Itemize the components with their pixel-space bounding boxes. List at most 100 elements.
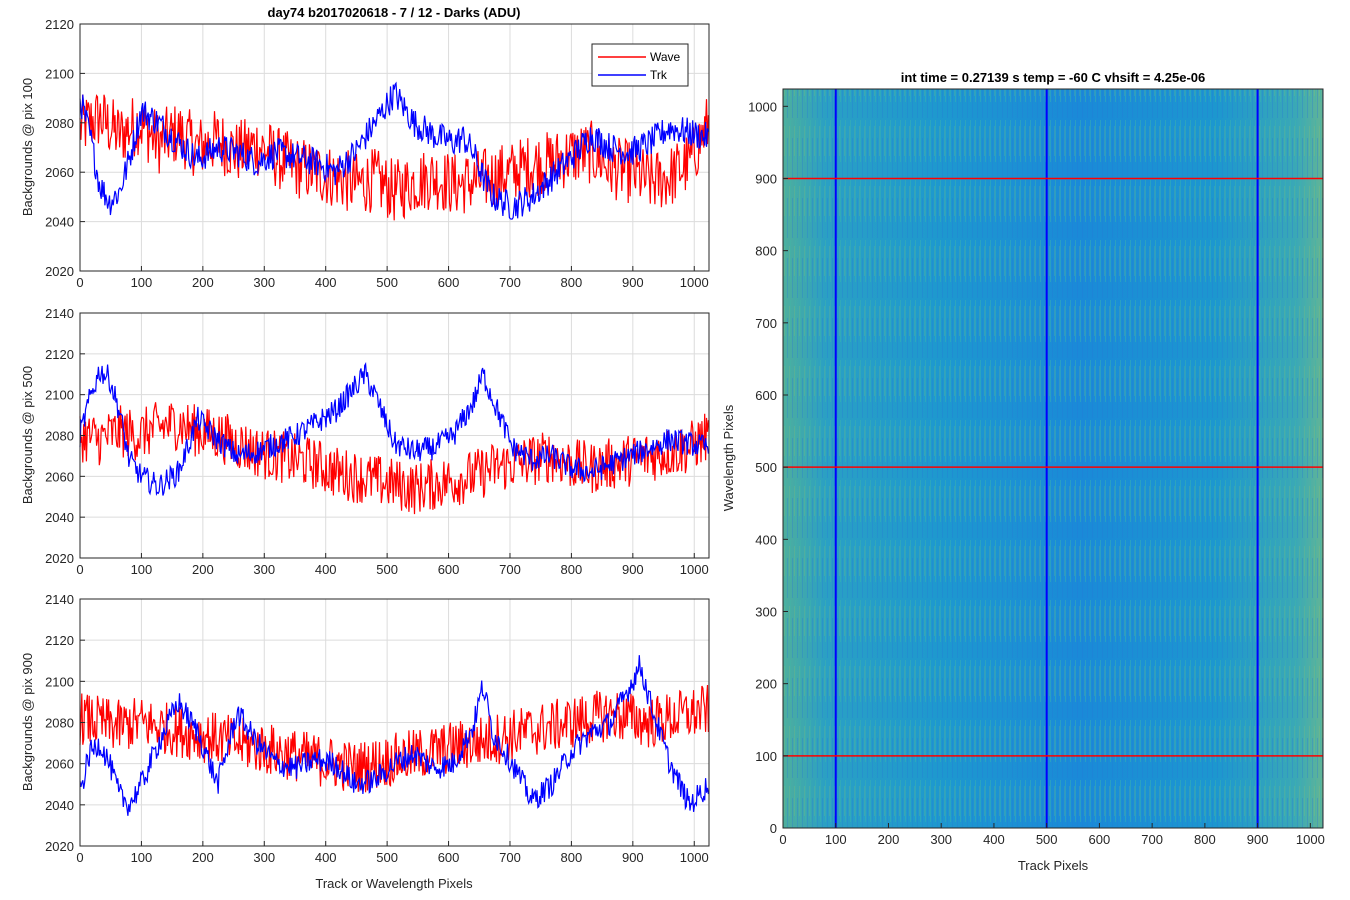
- y-tick-label: 2060: [45, 757, 74, 772]
- x-tick-label: 800: [561, 562, 583, 577]
- x-axis-label-3: Track or Wavelength Pixels: [315, 876, 473, 891]
- x-tick-label: 500: [376, 562, 398, 577]
- x-tick-label: 1000: [680, 562, 709, 577]
- heatmap-y-tick-label: 500: [755, 460, 777, 475]
- y-tick-label: 2140: [45, 306, 74, 321]
- heatmap-y-tick-label: 800: [755, 244, 777, 259]
- heatmap-y-tick-label: 100: [755, 749, 777, 764]
- heatmap-y-axis-label: Wavelength Pixels: [721, 404, 736, 511]
- y-tick-label: 2080: [45, 116, 74, 131]
- series-group-2: [79, 361, 709, 515]
- y-tick-label: 2040: [45, 215, 74, 230]
- x-tick-label: 900: [622, 562, 644, 577]
- series-line-trk: [79, 655, 709, 816]
- x-tick-label: 200: [192, 850, 214, 865]
- x-tick-label: 100: [131, 275, 153, 290]
- line-plot-2: 0 100 200 300 400 500 600 700 800 900 1000 2020 2040…: [20, 306, 710, 577]
- x-tick-label: 0: [76, 850, 83, 865]
- y-tick-label: 2080: [45, 716, 74, 731]
- x-tick-label: 400: [315, 562, 337, 577]
- axes-frame-1: [79, 23, 710, 272]
- heatmap-x-tick-label: 400: [983, 832, 1005, 847]
- heatmap-y-tick-label: 600: [755, 388, 777, 403]
- heatmap-y-tick-label: 900: [755, 171, 777, 186]
- x-tick-label: 400: [315, 850, 337, 865]
- y-tick-label: 2120: [45, 17, 74, 32]
- tick-labels-3: 0 100 200 300 400 500 600 700 800 900 1000 2020 2040…: [45, 592, 709, 865]
- x-tick-label: 300: [253, 275, 275, 290]
- y-tick-label: 2140: [45, 592, 74, 607]
- y-tick-label: 2020: [45, 551, 74, 566]
- y-axis-label-2: Backgrounds @ pix 500: [20, 366, 35, 504]
- heatmap-frame: [782, 88, 1324, 829]
- x-tick-label: 500: [376, 275, 398, 290]
- legend-box: [591, 43, 689, 87]
- y-tick-label: 2060: [45, 469, 74, 484]
- heatmap-x-tick-label: 900: [1247, 832, 1269, 847]
- heatmap-x-tick-label: 200: [878, 832, 900, 847]
- series-line-wave: [79, 402, 709, 515]
- x-tick-label: 900: [622, 850, 644, 865]
- y-tick-label: 2100: [45, 674, 74, 689]
- series-line-wave: [79, 94, 709, 221]
- legend-label-trk: Trk: [650, 68, 668, 82]
- heatmap-title: int time = 0.27139 s temp = -60 C vhsift…: [901, 70, 1206, 85]
- heatmap-x-tick-label: 1000: [1296, 832, 1325, 847]
- heatmap-y-tick-label: 400: [755, 532, 777, 547]
- y-tick-label: 2120: [45, 347, 74, 362]
- y-tick-label: 2020: [45, 839, 74, 854]
- x-tick-label: 400: [315, 275, 337, 290]
- y-tick-label: 2080: [45, 429, 74, 444]
- x-tick-label: 0: [76, 275, 83, 290]
- y-tick-label: 2120: [45, 633, 74, 648]
- heatmap-x-tick-label: 500: [1036, 832, 1058, 847]
- x-tick-label: 600: [438, 562, 460, 577]
- heatmap-y-tick-label: 1000: [748, 99, 777, 114]
- heatmap-x-tick-label: 600: [1089, 832, 1111, 847]
- x-tick-label: 1000: [680, 850, 709, 865]
- legend: Wave Trk: [591, 43, 689, 87]
- heatmap-tick-labels: 0 100 200 300 400 500 600 700 800 900 1000 0 100 200 3…: [748, 99, 1325, 847]
- x-tick-label: 700: [499, 275, 521, 290]
- x-tick-label: 500: [376, 850, 398, 865]
- heatmap-y-tick-label: 0: [770, 821, 777, 836]
- x-tick-label: 200: [192, 275, 214, 290]
- heatmap-texture: [783, 89, 1323, 828]
- series-group-1: [79, 81, 709, 221]
- x-tick-label: 700: [499, 562, 521, 577]
- gridlines-2: [80, 313, 709, 558]
- x-tick-label: 800: [561, 275, 583, 290]
- heatmap-x-tick-label: 100: [825, 832, 847, 847]
- x-tick-label: 1000: [680, 275, 709, 290]
- x-tick-label: 300: [253, 850, 275, 865]
- heatmap-x-tick-label: 800: [1194, 832, 1216, 847]
- y-tick-label: 2100: [45, 66, 74, 81]
- y-tick-label: 2040: [45, 798, 74, 813]
- y-axis-label-3: Backgrounds @ pix 900: [20, 653, 35, 791]
- x-tick-label: 800: [561, 850, 583, 865]
- line-plot-1: 0 100 200 300 400 500 600 700 800 900 1000 2020 2040…: [20, 5, 710, 290]
- heatmap-x-axis-label: Track Pixels: [1018, 858, 1089, 873]
- x-tick-label: 300: [253, 562, 275, 577]
- series-line-trk: [79, 361, 709, 496]
- x-tick-label: 0: [76, 562, 83, 577]
- x-tick-label: 100: [131, 562, 153, 577]
- heatmap-y-tick-label: 300: [755, 604, 777, 619]
- x-tick-label: 600: [438, 850, 460, 865]
- heatmap-x-tick-label: 300: [930, 832, 952, 847]
- tick-labels-1: 0 100 200 300 400 500 600 700 800 900 1000 2020 2040…: [45, 17, 709, 290]
- heatmap-plot: 0 100 200 300 400 500 600 700 800 900 1000 0 100 200 3…: [721, 70, 1325, 873]
- x-tick-label: 200: [192, 562, 214, 577]
- x-tick-label: 600: [438, 275, 460, 290]
- heatmap-y-tick-label: 700: [755, 316, 777, 331]
- heatmap-markers: [783, 89, 1323, 828]
- plot-title-1: day74 b2017020618 - 7 / 12 - Darks (ADU): [268, 5, 521, 20]
- y-tick-label: 2060: [45, 165, 74, 180]
- legend-label-wave: Wave: [650, 50, 681, 64]
- x-tick-label: 900: [622, 275, 644, 290]
- x-tick-label: 100: [131, 850, 153, 865]
- x-tick-label: 700: [499, 850, 521, 865]
- heatmap-x-tick-label: 700: [1141, 832, 1163, 847]
- y-tick-label: 2100: [45, 388, 74, 403]
